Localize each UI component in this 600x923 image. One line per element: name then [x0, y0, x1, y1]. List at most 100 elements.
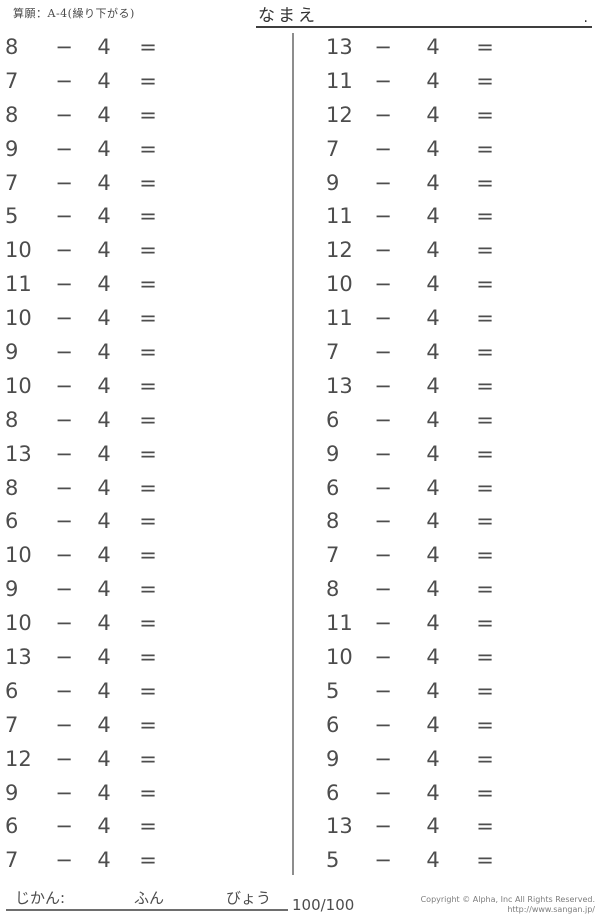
minus-operator: −	[374, 136, 392, 161]
minuend-value: 8	[5, 34, 19, 59]
copyright-notice: Copyright © Alpha, Inc All Rights Reserv…	[421, 895, 595, 916]
subtrahend-value: 4	[426, 746, 440, 771]
equals-sign: =	[476, 848, 494, 873]
minus-operator: −	[55, 577, 73, 602]
name-label: なまえ	[258, 6, 318, 26]
problem-row: 8−4 =	[326, 504, 541, 538]
minus-operator: −	[55, 848, 73, 873]
seconds-label: びょう	[226, 889, 272, 907]
problem-row: 7 −4 =	[5, 708, 220, 742]
subtrahend-value: 4	[97, 509, 111, 534]
problem-row: 13−4 =	[326, 809, 541, 843]
equals-sign: =	[139, 543, 157, 568]
minuend-value: 9	[5, 780, 19, 805]
problem-row: 9−4 =	[5, 776, 220, 810]
minuend-value: 9	[326, 746, 340, 771]
problem-row: 5 −4 =	[5, 199, 220, 233]
subtrahend-value: 4	[426, 272, 440, 297]
score-value: 100/100	[292, 896, 355, 914]
problem-row: 10−4 =	[5, 301, 220, 335]
subtrahend-value: 4	[97, 746, 111, 771]
equals-sign: =	[476, 814, 494, 839]
minus-operator: −	[374, 848, 392, 873]
minus-operator: −	[374, 509, 392, 534]
problem-row: 9−4 =	[326, 742, 541, 776]
minus-operator: −	[55, 814, 73, 839]
subtrahend-value: 4	[426, 102, 440, 127]
minuend-value: 8	[326, 577, 340, 602]
minus-operator: −	[374, 746, 392, 771]
minus-operator: −	[374, 170, 392, 195]
equals-sign: =	[139, 204, 157, 229]
minutes-label: ふん	[134, 889, 165, 907]
minus-operator: −	[55, 34, 73, 59]
minus-operator: −	[374, 102, 392, 127]
column-divider-line	[292, 33, 294, 875]
equals-sign: =	[139, 136, 157, 161]
minus-operator: −	[374, 373, 392, 398]
equals-sign: =	[139, 407, 157, 432]
equals-sign: =	[476, 611, 494, 636]
minuend-value: 12	[5, 746, 32, 771]
equals-sign: =	[139, 170, 157, 195]
minuend-value: 9	[5, 577, 19, 602]
equals-sign: =	[139, 373, 157, 398]
minus-operator: −	[55, 339, 73, 364]
name-field: なまえ .	[256, 0, 592, 28]
problem-row: 6−4 =	[5, 809, 220, 843]
minuend-value: 12	[326, 238, 353, 263]
subtrahend-value: 4	[97, 306, 111, 331]
minuend-value: 6	[5, 509, 19, 534]
subtrahend-value: 4	[426, 136, 440, 161]
problem-row: 6−4 =	[326, 708, 541, 742]
minus-operator: −	[374, 611, 392, 636]
equals-sign: =	[476, 543, 494, 568]
minus-operator: −	[374, 306, 392, 331]
equals-sign: =	[476, 678, 494, 703]
minuend-value: 6	[326, 407, 340, 432]
minus-operator: −	[55, 644, 73, 669]
subtrahend-value: 4	[97, 543, 111, 568]
equals-sign: =	[139, 102, 157, 127]
minuend-value: 10	[326, 644, 353, 669]
subtrahend-value: 4	[97, 34, 111, 59]
problem-row: 8−4 =	[326, 572, 541, 606]
name-line-period: .	[583, 10, 588, 26]
equals-sign: =	[476, 102, 494, 127]
problem-row: 8−4 =	[5, 98, 220, 132]
subtrahend-value: 4	[426, 68, 440, 93]
equals-sign: =	[476, 136, 494, 161]
subtrahend-value: 4	[97, 475, 111, 500]
equals-sign: =	[476, 238, 494, 263]
copyright-line1: Copyright © Alpha, Inc All Rights Reserv…	[420, 895, 595, 904]
minus-operator: −	[55, 712, 73, 737]
problem-row: 13−4 =	[5, 437, 220, 471]
minus-operator: −	[55, 170, 73, 195]
minuend-value: 13	[326, 373, 353, 398]
subtrahend-value: 4	[97, 373, 111, 398]
subtrahend-value: 4	[97, 577, 111, 602]
subtrahend-value: 4	[426, 678, 440, 703]
problem-row: 11− 4 =	[326, 606, 541, 640]
equals-sign: =	[476, 272, 494, 297]
minuend-value: 9	[5, 339, 19, 364]
minuend-value: 7	[326, 543, 340, 568]
minus-operator: −	[374, 204, 392, 229]
minuend-value: 9	[326, 170, 340, 195]
problem-row: 7 −4 =	[5, 64, 220, 98]
equals-sign: =	[476, 712, 494, 737]
equals-sign: =	[476, 509, 494, 534]
right-column: 13−4 = 11−4 = 12−4 = 7−4 = 9−4 = 11−4 = 12−4 = 10−4 = 11…	[326, 30, 541, 877]
minuend-value: 13	[5, 441, 32, 466]
minuend-value: 11	[326, 68, 353, 93]
subtrahend-value: 4	[97, 407, 111, 432]
equals-sign: =	[476, 170, 494, 195]
minus-operator: −	[55, 373, 73, 398]
problem-row: 6−4 =	[5, 674, 220, 708]
minus-operator: −	[374, 644, 392, 669]
minus-operator: −	[55, 509, 73, 534]
equals-sign: =	[139, 509, 157, 534]
subtrahend-value: 4	[426, 373, 440, 398]
minuend-value: 10	[5, 543, 32, 568]
problem-row: 6−4 =	[326, 776, 541, 810]
